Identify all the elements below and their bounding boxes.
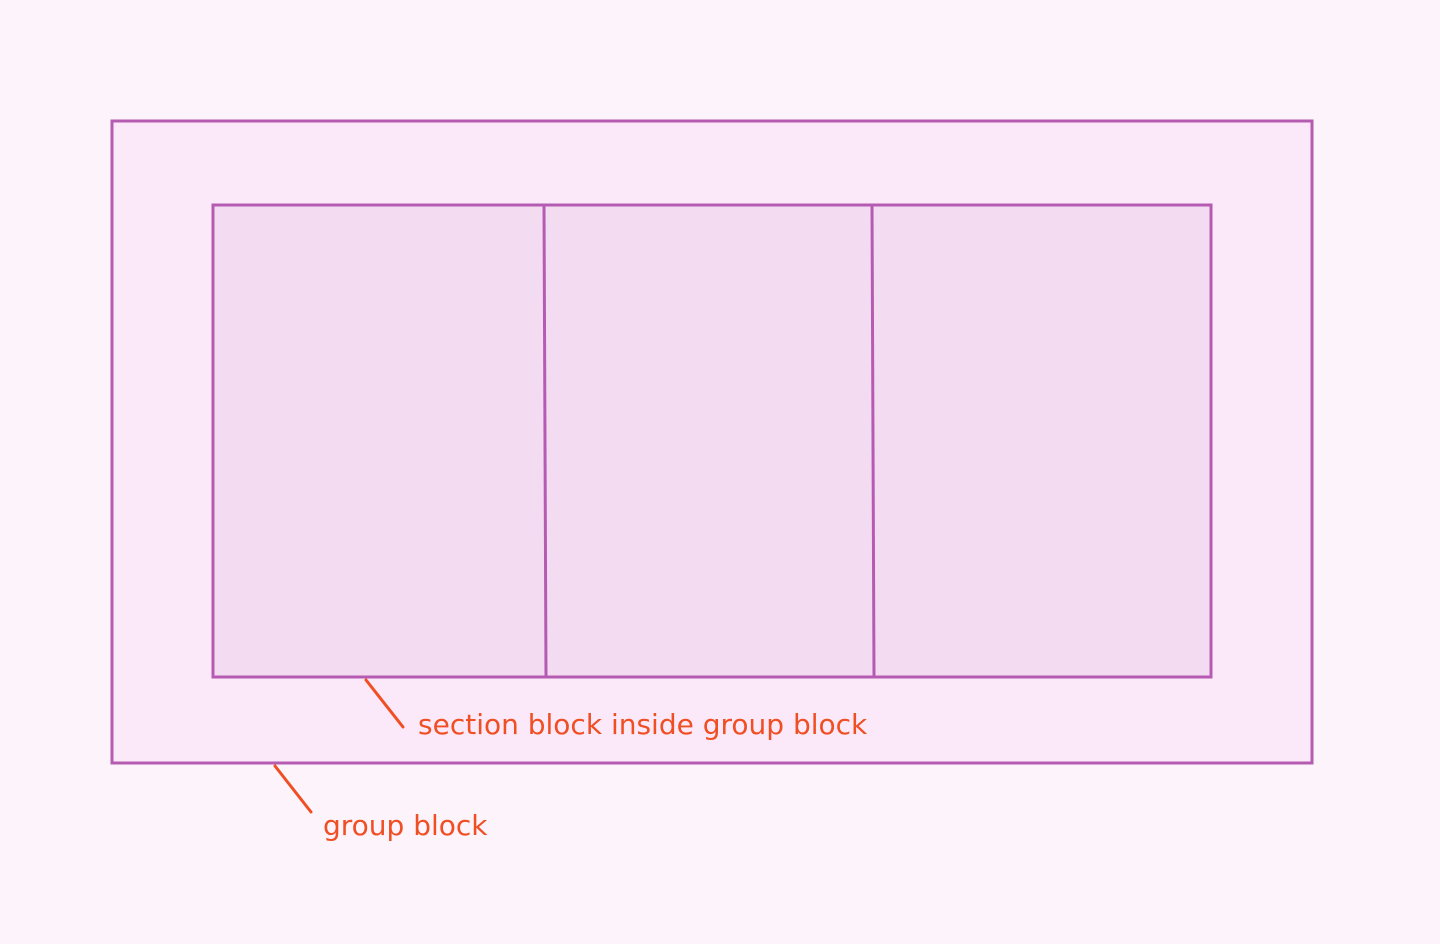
section-block-frame — [211, 203, 1213, 679]
section-annotation: section block inside group block — [364, 678, 868, 741]
section-leader-line — [364, 678, 405, 729]
column-divider-2 — [870, 204, 876, 678]
section-annotation-label: section block inside group block — [418, 708, 868, 741]
group-leader-line — [273, 764, 313, 814]
group-annotation-label: group block — [323, 809, 488, 842]
group-annotation: group block — [273, 764, 488, 842]
column-divider-1 — [542, 204, 548, 678]
section-block — [211, 203, 1213, 679]
